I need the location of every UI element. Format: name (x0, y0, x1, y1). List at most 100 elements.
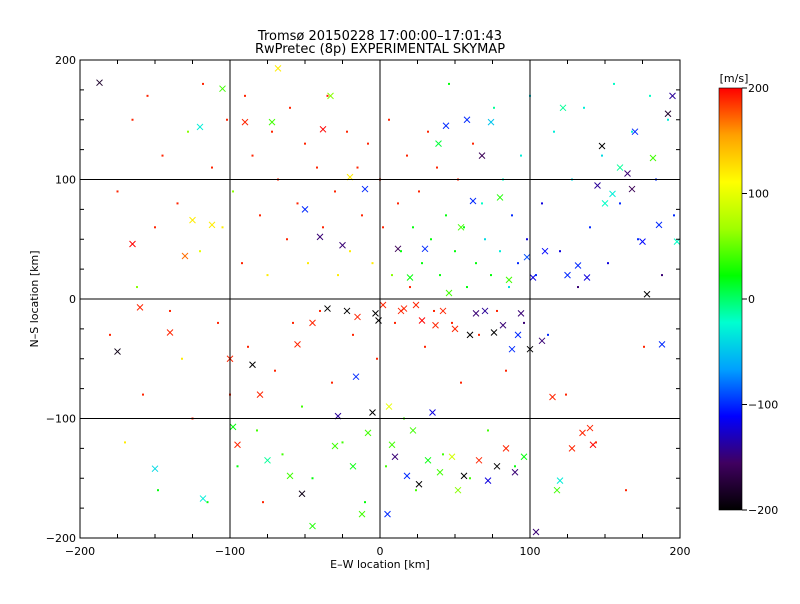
scatter-cross-point (274, 65, 282, 72)
scatter-dot-point (514, 465, 516, 468)
scatter-cross-point (364, 429, 372, 437)
scatter-dot-point (199, 250, 201, 253)
scatter-cross-point (502, 445, 510, 452)
cross-stroke (451, 325, 459, 333)
scatter-dot-point (589, 226, 591, 229)
cross-stroke (391, 453, 399, 461)
scatter-cross-point (316, 233, 324, 241)
scatter-dot-point (472, 142, 474, 145)
scatter-dot-point (520, 154, 522, 157)
cross-stroke (439, 307, 447, 315)
scatter-dot-point (427, 130, 429, 133)
scatter-cross-point (493, 462, 501, 470)
scatter-dot-point (421, 262, 423, 265)
scatter-dot-point (206, 501, 209, 504)
scatter-dot-point (505, 369, 507, 372)
scatter-dot-point (475, 262, 477, 265)
scatter-cross-point (319, 125, 327, 133)
x-tick-label: −100 (215, 545, 245, 558)
cross-stroke (331, 442, 339, 450)
scatter-cross-point (532, 528, 540, 536)
scatter-dot-point (508, 286, 510, 289)
scatter-dot-point (649, 94, 651, 97)
cross-stroke (369, 409, 376, 416)
scatter-dot-point (553, 130, 555, 133)
scatter-dot-point (541, 202, 543, 205)
scatter-dot-point (382, 226, 384, 229)
cross-stroke (466, 331, 474, 339)
cross-stroke (358, 510, 366, 518)
scatter-cross-point (568, 445, 576, 452)
scatter-cross-point (598, 142, 606, 150)
cross-stroke (553, 486, 561, 494)
scatter-cross-point (286, 472, 294, 480)
scatter-dot-point (673, 214, 675, 217)
scatter-cross-point (331, 442, 339, 450)
cross-stroke (478, 152, 486, 159)
scatter-cross-point (564, 271, 571, 279)
cross-stroke (609, 190, 616, 198)
cross-stroke (274, 65, 282, 72)
scatter-cross-point (129, 240, 136, 248)
scatter-dot-point (430, 238, 432, 241)
scatter-cross-point (457, 223, 465, 231)
cross-stroke (352, 373, 360, 381)
scatter-dot-point (406, 154, 408, 157)
scatter-dot-point (247, 345, 249, 348)
scatter-dot-point (146, 94, 149, 97)
scatter-dot-point (331, 381, 333, 384)
scatter-cross-point (361, 185, 369, 193)
cross-stroke (664, 110, 672, 118)
cross-stroke (309, 319, 316, 327)
scatter-cross-point (249, 361, 256, 369)
scatter-cross-point (583, 274, 591, 281)
cross-stroke (268, 118, 276, 126)
chart-subtitle: RwPretec (8p) EXPERIMENTAL SKYMAP (255, 42, 505, 57)
scatter-cross-point (352, 373, 360, 381)
scatter-dot-point (322, 226, 324, 229)
cross-stroke (429, 409, 436, 416)
scatter-dot-point (439, 274, 441, 277)
scatter-dot-point (463, 226, 465, 229)
cross-stroke (601, 200, 609, 207)
cross-stroke (432, 321, 439, 329)
scatter-dot-point (433, 309, 435, 312)
scatter-dot-point (202, 82, 204, 85)
scatter-cross-point (409, 427, 417, 434)
scatter-dot-point (607, 262, 609, 265)
y-tick-label: −100 (46, 413, 76, 426)
cross-stroke (490, 329, 498, 336)
cross-stroke (487, 118, 495, 126)
scatter-cross-point (538, 337, 546, 345)
scatter-cross-point (631, 128, 639, 136)
scatter-cross-point (421, 245, 429, 253)
cross-stroke (445, 289, 453, 297)
scatter-cross-point (436, 468, 444, 476)
cross-stroke (517, 309, 525, 317)
cross-stroke (249, 361, 256, 369)
cross-stroke (559, 104, 567, 112)
scatter-cross-point (189, 216, 196, 224)
cross-stroke (114, 348, 121, 355)
scatter-dot-point (394, 321, 396, 324)
scatter-cross-point (520, 453, 528, 461)
scatter-cross-point (553, 486, 561, 494)
scatter-cross-point (435, 140, 442, 148)
scatter-dot-point (559, 250, 561, 253)
scatter-cross-point (601, 200, 609, 207)
scatter-dot-point (296, 202, 299, 205)
scatter-dot-point (356, 166, 359, 169)
scatter-dot-point (187, 130, 189, 133)
colorbar-ticks: 200 100 0 −100 −200 (742, 82, 778, 517)
cross-stroke (541, 247, 549, 255)
scatter-dot-point (241, 262, 243, 265)
cross-stroke (556, 477, 564, 484)
scatter-cross-point (478, 152, 486, 159)
scatter-dot-point (418, 190, 420, 193)
cross-stroke (448, 453, 456, 461)
scatter-cross-point (628, 185, 636, 193)
x-tick-label: 100 (520, 545, 541, 558)
scatter-dot-point (301, 405, 303, 408)
scatter-cross-point (199, 495, 207, 502)
scatter-cross-point (574, 262, 582, 269)
